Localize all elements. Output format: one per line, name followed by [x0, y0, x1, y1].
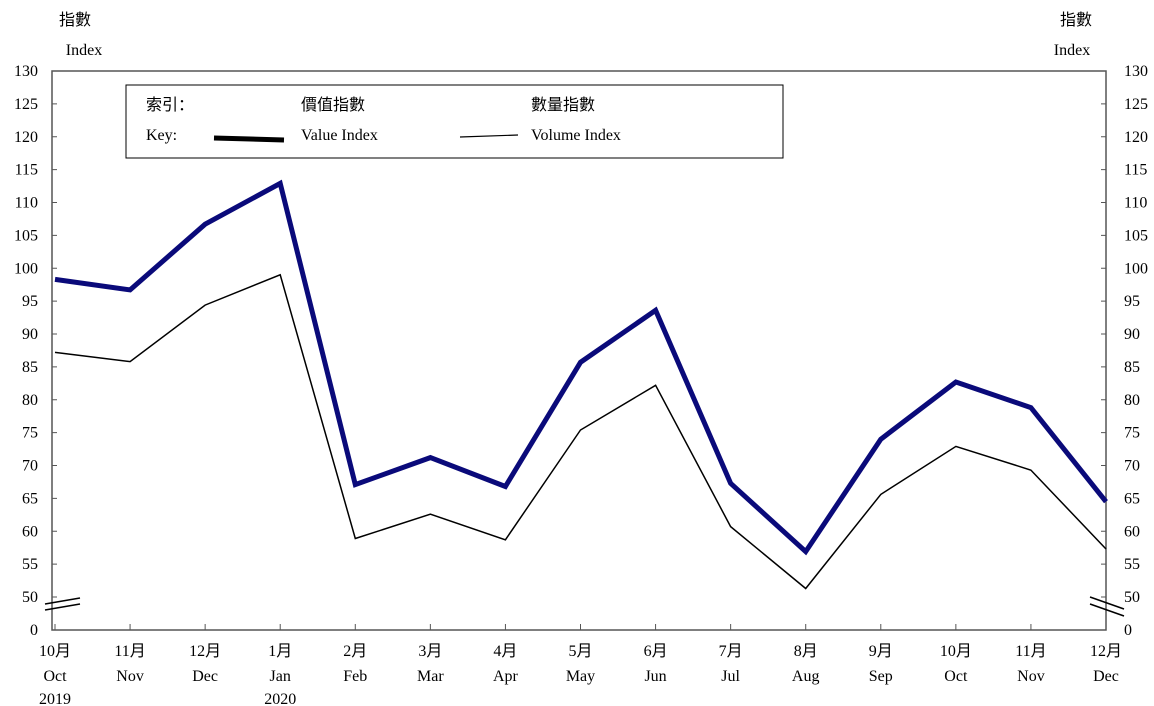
- right-y-tick-label: 100: [1124, 260, 1148, 277]
- left-y-tick-label: 105: [14, 227, 38, 244]
- x-tick-label-year: 2020: [264, 691, 296, 706]
- x-tick-label-en: Mar: [417, 668, 444, 685]
- x-tick-label-zh: 4月: [493, 643, 517, 660]
- axis-break-left-2: [44, 603, 81, 611]
- x-tick-label-en: Dec: [1093, 668, 1119, 685]
- left-y-tick-label: 125: [14, 96, 38, 113]
- x-tick-label-en: Aug: [792, 668, 820, 685]
- left-y-tick-label: 95: [22, 293, 38, 310]
- right-y-tick-label: 120: [1124, 129, 1148, 146]
- right-y-tick-label: 130: [1124, 63, 1148, 80]
- legend: 索引： Key: 價值指數 Value Index 數量指數 Volume In…: [125, 84, 784, 159]
- left-axis-title: 指數 Index: [59, 11, 102, 59]
- x-tick-label-en: Oct: [944, 668, 968, 685]
- left-axis-title-en: Index: [66, 42, 102, 59]
- x-tick-label-zh: 1月: [268, 643, 292, 660]
- legend-box: [125, 84, 784, 159]
- right-y-tick-label: 80: [1124, 392, 1140, 409]
- right-y-tick-label: 90: [1124, 326, 1140, 343]
- left-y-axis: 0 50 55 60 65 70 75 80 85 90 95 100 105 110 115 120 125 1…: [14, 63, 57, 639]
- axis-break-right-1: [1089, 596, 1125, 610]
- legend-label-volume-index-en: Volume Index: [531, 127, 621, 144]
- left-y-tick-label: 85: [22, 359, 38, 376]
- right-axis-title: 指數 Index: [1054, 11, 1092, 59]
- right-y-axis: 0 50 55 60 65 70 75 80 85 90 95 100 105 110 115 120 125 1…: [1101, 63, 1148, 639]
- right-y-tick-label: 115: [1124, 162, 1147, 179]
- right-y-tick-label: 85: [1124, 359, 1140, 376]
- left-y-tick-label: 65: [22, 490, 38, 507]
- left-y-tick-label: 110: [15, 195, 38, 212]
- x-tick-label-zh: 8月: [794, 643, 818, 660]
- right-y-tick-label: 50: [1124, 589, 1140, 606]
- x-tick-label-zh: 12月: [1090, 643, 1122, 660]
- legend-label-volume-index-zh: 數量指數: [531, 96, 595, 114]
- x-axis: 10月 Oct 2019 11月 Nov 12月 Dec 1月 Jan 2020 2月 Feb 3月 Ma…: [39, 624, 1122, 706]
- left-y-tick-label: 70: [22, 458, 38, 475]
- left-axis-title-zh: 指數: [59, 11, 91, 29]
- x-tick-label-en: Oct: [43, 668, 67, 685]
- legend-label-value-index-zh: 價值指數: [301, 96, 365, 114]
- legend-key-en: Key:: [146, 127, 177, 144]
- x-tick-label-zh: 3月: [418, 643, 442, 660]
- series-line-value-index: [54, 179, 1108, 556]
- left-y-tick-label: 115: [15, 162, 38, 179]
- legend-swatch-volume-index: [459, 134, 519, 138]
- right-y-tick-label: 55: [1124, 556, 1140, 573]
- x-tick-label-zh: 9月: [869, 643, 893, 660]
- left-y-tick-label: 55: [22, 556, 38, 573]
- x-tick-label-en: May: [566, 668, 595, 685]
- right-y-tick-label: 60: [1124, 523, 1140, 540]
- x-tick-label-zh: 11月: [114, 643, 145, 660]
- x-tick-label-en: Feb: [343, 668, 367, 685]
- right-axis-title-zh: 指數: [1060, 11, 1092, 29]
- left-y-tick-label: 90: [22, 326, 38, 343]
- left-y-tick-label: 130: [14, 63, 38, 80]
- right-y-tick-label: 105: [1124, 227, 1148, 244]
- x-tick-label-en: Jun: [644, 668, 666, 685]
- x-tick-label-year: 2019: [39, 691, 71, 706]
- x-tick-label-zh: 2月: [343, 643, 367, 660]
- legend-label-value-index-en: Value Index: [301, 127, 378, 144]
- right-y-tick-label: 75: [1124, 425, 1140, 442]
- x-tick-label-en: Jan: [270, 668, 291, 685]
- x-tick-label-zh: 11月: [1015, 643, 1046, 660]
- x-tick-label-zh: 7月: [719, 643, 743, 660]
- x-tick-label-en: Nov: [116, 668, 144, 685]
- series-layer: [54, 179, 1108, 590]
- right-y-tick-label: 0: [1124, 622, 1132, 639]
- x-tick-label-en: Dec: [192, 668, 218, 685]
- x-tick-label-zh: 6月: [644, 643, 668, 660]
- axis-break-right-2: [1089, 603, 1125, 617]
- x-tick-label-zh: 10月: [940, 643, 972, 660]
- axis-break-marks: [44, 596, 1125, 617]
- left-y-tick-label: 75: [22, 425, 38, 442]
- legend-swatch-value-index: [213, 135, 285, 143]
- series-line-volume-index: [54, 273, 1107, 590]
- x-tick-label-zh: 10月: [39, 643, 71, 660]
- x-tick-label-en: Sep: [869, 668, 893, 685]
- x-tick-label-zh: 12月: [189, 643, 221, 660]
- left-y-tick-label: 60: [22, 523, 38, 540]
- x-tick-label-en: Nov: [1017, 668, 1045, 685]
- right-y-tick-label: 110: [1124, 195, 1147, 212]
- left-y-tick-label: 100: [14, 260, 38, 277]
- right-y-tick-label: 125: [1124, 96, 1148, 113]
- legend-key-zh: 索引：: [146, 96, 194, 114]
- x-tick-label-zh: 5月: [568, 643, 592, 660]
- x-tick-label-en: Apr: [493, 668, 519, 685]
- right-y-tick-label: 70: [1124, 458, 1140, 475]
- x-tick-label-en: Jul: [721, 668, 740, 685]
- left-y-tick-label: 0: [30, 622, 38, 639]
- right-y-tick-label: 65: [1124, 490, 1140, 507]
- axis-break-left-1: [44, 597, 81, 605]
- right-axis-title-en: Index: [1054, 42, 1090, 59]
- plot-frame: [51, 70, 1107, 631]
- left-y-tick-label: 80: [22, 392, 38, 409]
- left-y-tick-label: 120: [14, 129, 38, 146]
- right-y-tick-label: 95: [1124, 293, 1140, 310]
- left-y-tick-label: 50: [22, 589, 38, 606]
